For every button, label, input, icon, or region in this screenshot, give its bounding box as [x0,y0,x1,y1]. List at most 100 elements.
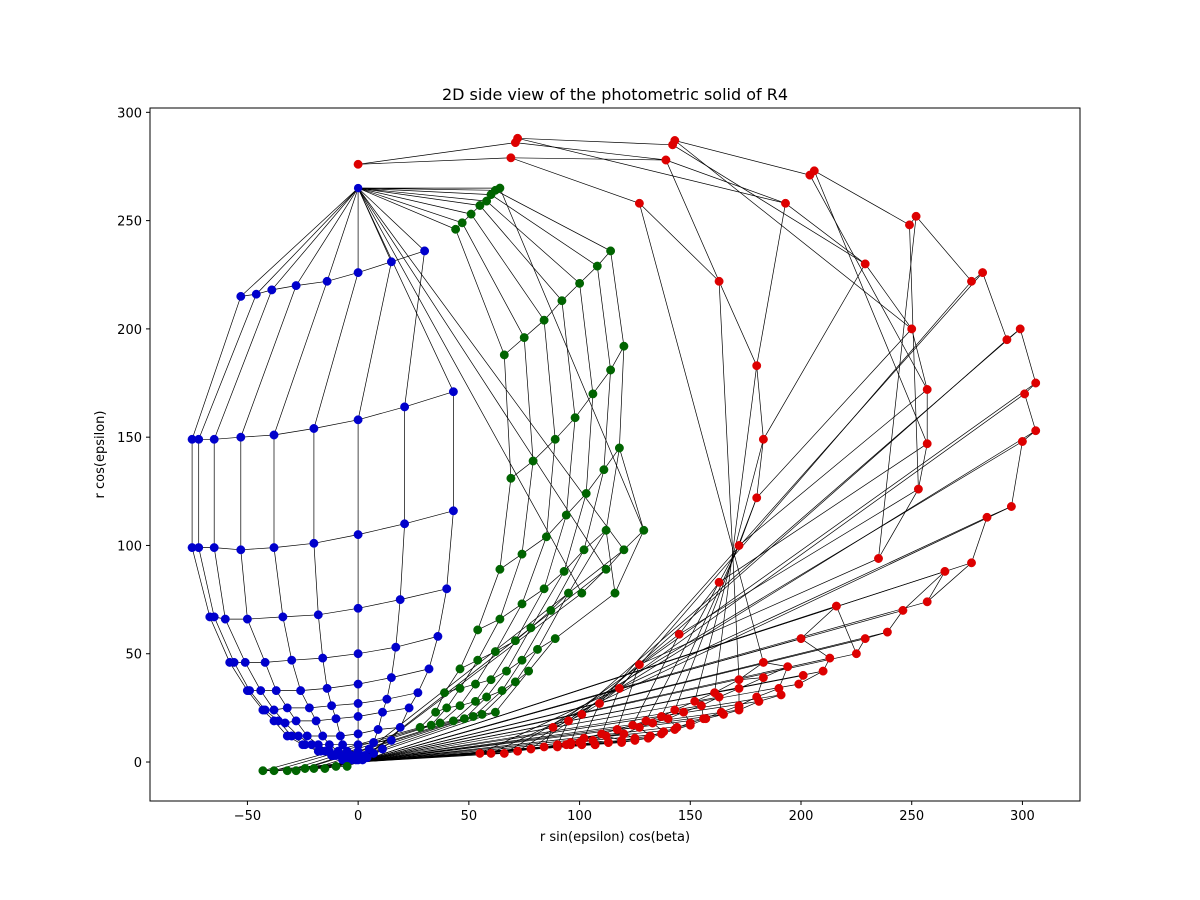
red-data-point [526,744,536,754]
blue-data-point [322,276,332,286]
green-data-point [486,675,496,685]
blue-data-point [442,584,452,594]
green-data-point [300,764,310,773]
y-tick-label: 250 [117,215,142,230]
blue-data-point [309,424,319,433]
blue-data-point [448,387,458,397]
green-data-point [526,623,536,633]
data-points [187,133,1041,776]
y-tick-label: 200 [117,323,142,338]
mesh-line [273,187,359,763]
green-data-point [490,647,500,657]
red-data-point [595,699,604,708]
red-data-point [794,679,804,689]
blue-data-point [245,686,255,696]
blue-data-point [271,686,281,696]
green-data-point [466,209,476,219]
green-data-point [581,489,591,498]
blue-data-point [236,545,246,555]
blue-data-point [260,657,270,667]
mesh-line [358,281,972,763]
y-tick-label: 150 [117,431,142,446]
blue-data-point [240,657,250,667]
red-data-point [353,159,363,169]
x-tick-label: 150 [678,809,703,824]
green-data-point [614,443,624,453]
red-data-point [701,714,711,724]
y-tick-label: 50 [125,648,142,663]
red-data-point [670,705,680,715]
blue-data-point [433,631,443,641]
x-tick-label: 0 [354,809,362,824]
red-data-point [513,746,523,756]
x-tick-label: 100 [567,809,592,824]
mesh-line [240,187,359,763]
red-data-point [882,627,892,637]
green-data-point [477,709,487,719]
red-data-point [776,690,786,700]
blue-data-point [373,725,383,734]
mesh-line [358,683,799,763]
blue-data-point [327,701,337,711]
red-data-point [851,649,861,659]
mesh-line [192,391,454,440]
blue-data-point [242,614,252,624]
red-data-point [552,742,562,752]
mesh-lines [191,137,1037,772]
blue-data-point [287,655,297,665]
red-data-point [634,722,644,732]
green-data-point [258,766,268,776]
green-data-point [519,333,529,343]
red-data-point [719,709,728,719]
green-data-point [601,525,611,535]
red-data-point [831,601,841,611]
blue-data-point [335,731,345,741]
red-data-point [714,692,724,702]
blue-data-point [353,415,363,425]
red-data-point [809,166,819,176]
blue-data-point [293,731,303,741]
x-tick-label: 300 [1010,809,1035,824]
green-data-point [495,183,505,193]
blue-data-point [236,291,246,301]
blue-data-point [362,753,372,763]
mesh-line [552,203,764,728]
green-data-point [457,218,467,228]
green-data-point [442,703,452,713]
blue-data-point [269,430,279,440]
blue-data-point [395,722,405,732]
green-data-point [541,532,551,542]
red-data-point [539,742,549,752]
green-data-point [475,201,485,210]
blue-data-point [229,657,239,667]
red-data-point [1031,378,1041,388]
blue-data-point [304,703,314,713]
red-data-point [798,670,808,680]
x-axis-label: r sin(epsilon) cos(beta) [540,830,690,845]
red-data-point [648,718,658,728]
y-axis-label: r cos(epsilon) [93,411,108,499]
green-data-point [473,655,483,665]
green-data-point [533,644,542,654]
x-tick-label: −50 [234,809,261,824]
red-data-point [913,484,923,494]
red-data-point [663,714,673,724]
green-data-point [599,465,609,475]
green-data-point [426,720,436,730]
red-data-point [634,198,644,208]
red-data-point [590,740,600,750]
red-data-point [617,738,627,747]
red-data-point [874,554,883,563]
blue-data-point [378,707,387,717]
red-data-point [922,385,932,394]
green-data-point [579,545,589,555]
mesh-line [358,638,802,763]
green-data-point [517,549,527,559]
blue-data-point [302,731,312,741]
y-tick-label: 300 [117,106,142,121]
green-data-point [497,686,507,696]
green-data-point [282,766,292,776]
red-data-point [734,675,744,685]
red-data-point [922,597,932,607]
green-data-point [331,761,341,771]
